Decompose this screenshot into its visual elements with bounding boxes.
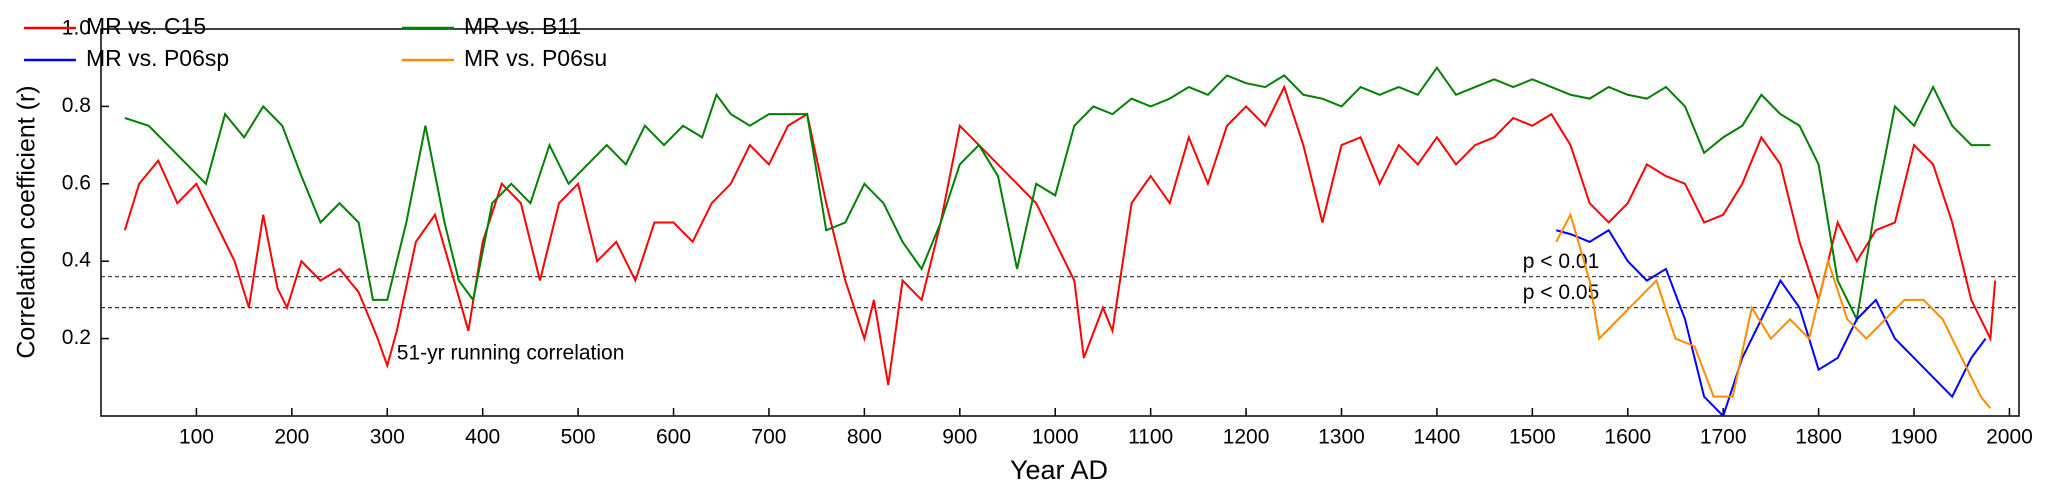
legend-label: MR vs. C15 xyxy=(86,13,206,39)
x-tick-label: 1700 xyxy=(1700,426,1747,449)
x-axis-label: Year AD xyxy=(1010,455,1108,485)
series-line xyxy=(123,84,1997,386)
series-line xyxy=(1555,228,1987,416)
x-tick-label: 500 xyxy=(561,426,596,449)
x-tick-label: 1400 xyxy=(1414,426,1461,449)
x-tick-label: 800 xyxy=(847,426,882,449)
x-tick-label: 300 xyxy=(370,426,405,449)
annotation: 51-yr running correlation xyxy=(397,342,625,365)
y-tick-label: 0.6 xyxy=(62,171,91,194)
x-tick-label: 1200 xyxy=(1223,426,1270,449)
x-tick-label: 100 xyxy=(179,426,214,449)
x-tick-label: 1500 xyxy=(1509,426,1556,449)
y-tick-label: 1.0 xyxy=(62,17,91,40)
x-tick-label: 1800 xyxy=(1795,426,1842,449)
x-tick-label: 900 xyxy=(942,426,977,449)
x-tick-label: 400 xyxy=(465,426,500,449)
x-tick-label: 1300 xyxy=(1318,426,1365,449)
x-tick-label: 200 xyxy=(274,426,309,449)
legend-label: MR vs. P06sp xyxy=(86,45,229,71)
x-tick-label: 1600 xyxy=(1604,426,1651,449)
y-tick-label: 0.2 xyxy=(62,326,91,349)
y-tick-label: 0.8 xyxy=(62,94,91,117)
x-tick-label: 1000 xyxy=(1032,426,1079,449)
series-line xyxy=(1555,212,1992,409)
legend-label: MR vs. P06su xyxy=(464,45,607,71)
x-tick-label: 2000 xyxy=(1986,426,2033,449)
threshold-label: p < 0.01 xyxy=(1523,250,1599,273)
x-tick-label: 1100 xyxy=(1128,426,1173,449)
x-tick-label: 1900 xyxy=(1891,426,1938,449)
x-tick-label: 600 xyxy=(656,426,691,449)
plot-frame xyxy=(100,28,2020,417)
y-axis-label: Correlation coefficient (r) xyxy=(13,85,41,358)
legend-label: MR vs. B11 xyxy=(464,13,581,39)
x-tick-label: 700 xyxy=(751,426,786,449)
y-tick-label: 0.4 xyxy=(62,249,92,272)
series-line xyxy=(124,65,1991,323)
threshold-label: p < 0.05 xyxy=(1523,281,1599,304)
